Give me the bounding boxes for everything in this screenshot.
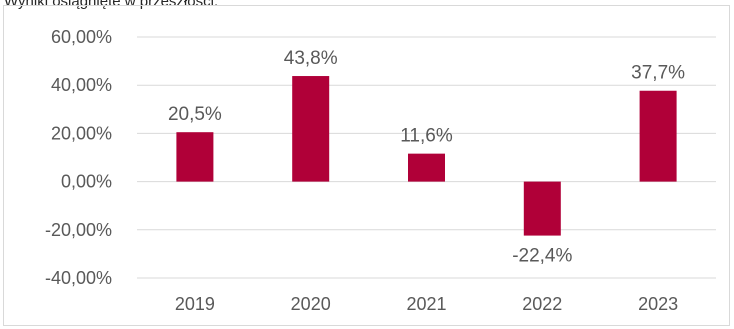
bar-2020 xyxy=(292,76,330,182)
data-label: 20,5% xyxy=(168,104,222,125)
data-label: 37,7% xyxy=(631,63,685,84)
data-labels: 20,5% 43,8% 11,6% -22,4% 37,7% xyxy=(168,48,685,267)
x-tick-label: 2019 xyxy=(175,294,215,314)
bar-2023 xyxy=(639,90,677,182)
bar-2021 xyxy=(408,153,445,182)
y-tick-label: 0,00% xyxy=(61,172,112,192)
y-tick-label: 40,00% xyxy=(51,75,112,95)
bars xyxy=(176,76,677,236)
x-tick-label: 2021 xyxy=(406,294,446,314)
chart-frame xyxy=(3,5,730,326)
y-tick-label: -20,00% xyxy=(45,220,112,240)
y-axis-ticks: 60,00% 40,00% 20,00% 0,00% -20,00% -40,00% xyxy=(45,27,112,288)
bar-2022 xyxy=(523,181,561,236)
x-axis-ticks: 2019 2020 2021 2022 2023 xyxy=(175,294,678,314)
data-label: -22,4% xyxy=(512,246,572,267)
x-tick-label: 2023 xyxy=(638,294,678,314)
bar-2019 xyxy=(176,132,214,182)
data-label: 43,8% xyxy=(284,48,338,69)
y-tick-label: -40,00% xyxy=(45,268,112,288)
y-tick-label: 20,00% xyxy=(51,123,112,143)
gridlines xyxy=(137,36,716,279)
x-tick-label: 2022 xyxy=(522,294,562,314)
y-tick-label: 60,00% xyxy=(51,27,112,47)
x-tick-label: 2020 xyxy=(291,294,331,314)
data-label: 11,6% xyxy=(400,126,453,147)
